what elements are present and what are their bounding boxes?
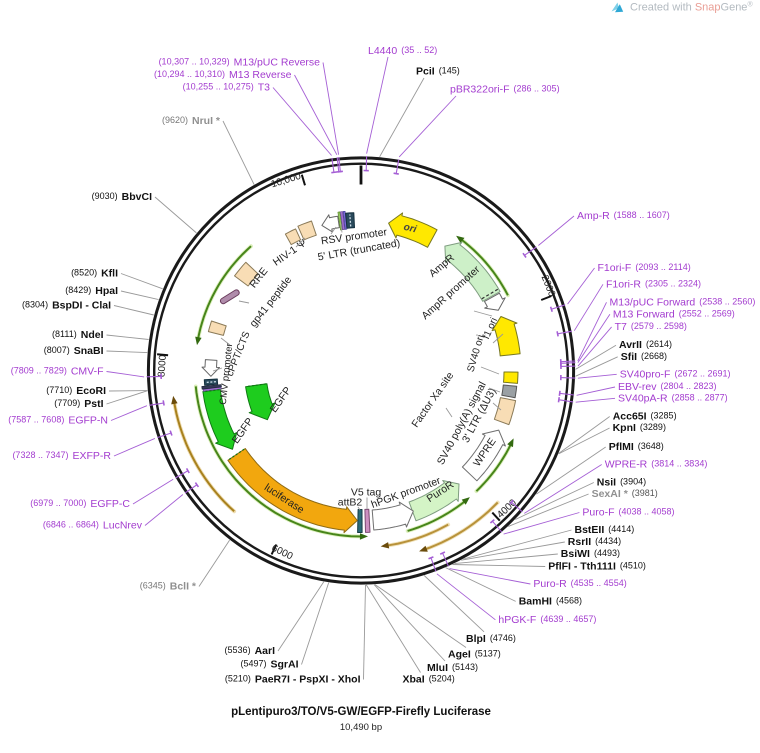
svg-text:AvrII(2614): AvrII(2614) <box>619 339 672 351</box>
svg-text:WPRE-R(3814 .. 3834): WPRE-R(3814 .. 3834) <box>605 458 708 470</box>
svg-text:PciI(145): PciI(145) <box>416 65 460 77</box>
svg-text:(5497)SgrAI: (5497)SgrAI <box>240 658 298 670</box>
svg-text:(10,255 .. 10,275)T3: (10,255 .. 10,275)T3 <box>183 81 270 93</box>
svg-text:SexAI *(3981): SexAI *(3981) <box>592 488 658 500</box>
svg-text:hPGK-F(4639 .. 4657): hPGK-F(4639 .. 4657) <box>498 614 596 626</box>
svg-text:Amp-R(1588 .. 1607): Amp-R(1588 .. 1607) <box>577 210 670 222</box>
svg-text:XbaI(5204): XbaI(5204) <box>403 673 455 685</box>
svg-text:SfiI(2668): SfiI(2668) <box>621 351 667 363</box>
svg-text:(5210)PaeR7I - PspXI - XhoI: (5210)PaeR7I - PspXI - XhoI <box>225 673 361 685</box>
svg-text:L4440(35 .. 52): L4440(35 .. 52) <box>368 45 437 57</box>
svg-text:EBV-rev(2804 .. 2823): EBV-rev(2804 .. 2823) <box>618 381 717 393</box>
svg-text:Puro-R(4535 .. 4554): Puro-R(4535 .. 4554) <box>533 578 626 590</box>
svg-text:KpnI(3289): KpnI(3289) <box>613 422 666 434</box>
svg-text:BlpI(4746): BlpI(4746) <box>466 633 516 645</box>
svg-text:PflFI - Tth111I(4510): PflFI - Tth111I(4510) <box>548 560 646 572</box>
svg-text:SV40pA-R(2858 .. 2877): SV40pA-R(2858 .. 2877) <box>618 392 728 404</box>
svg-text:10,490 bp: 10,490 bp <box>340 722 382 733</box>
svg-text:(7328 .. 7347)EXFP-R: (7328 .. 7347)EXFP-R <box>12 450 111 462</box>
svg-text:8000: 8000 <box>156 354 169 377</box>
svg-text:(7587 .. 7608)EGFP-N: (7587 .. 7608)EGFP-N <box>8 414 108 426</box>
svg-text:(7809 .. 7829)CMV-F: (7809 .. 7829)CMV-F <box>11 365 104 377</box>
svg-text:(7710)EcoRI: (7710)EcoRI <box>46 385 106 397</box>
svg-text:AgeI(5137): AgeI(5137) <box>448 648 501 660</box>
svg-text:(10,294 .. 10,310)M13 Reverse: (10,294 .. 10,310)M13 Reverse <box>154 69 292 81</box>
svg-text:M13/pUC Forward(2538 .. 2560): M13/pUC Forward(2538 .. 2560) <box>610 296 756 308</box>
svg-text:(9620)NruI *: (9620)NruI * <box>162 115 221 127</box>
svg-text:NsiI(3904): NsiI(3904) <box>597 476 646 488</box>
svg-text:F1ori-F(2093 .. 2114): F1ori-F(2093 .. 2114) <box>598 262 691 274</box>
svg-text:MluI(5143): MluI(5143) <box>427 662 478 674</box>
svg-text:Created with SnapGene®: Created with SnapGene® <box>630 0 753 13</box>
svg-text:T7(2579 .. 2598): T7(2579 .. 2598) <box>615 321 687 333</box>
svg-text:(7709)PstI: (7709)PstI <box>54 398 103 410</box>
svg-text:RsrII(4434): RsrII(4434) <box>568 536 621 548</box>
svg-text:(6846 .. 6864)LucNrev: (6846 .. 6864)LucNrev <box>43 519 143 531</box>
svg-text:pBR322ori-F(286 .. 305): pBR322ori-F(286 .. 305) <box>450 83 560 95</box>
svg-text:Puro-F(4038 .. 4058): Puro-F(4038 .. 4058) <box>582 506 674 518</box>
svg-text:(5536)AarI: (5536)AarI <box>225 645 276 657</box>
svg-text:pLentipuro3/TO/V5-GW/EGFP-Fire: pLentipuro3/TO/V5-GW/EGFP-Firefly Lucife… <box>231 706 491 718</box>
svg-text:SV40pro-F(2672 .. 2691): SV40pro-F(2672 .. 2691) <box>620 368 731 380</box>
svg-text:attB2: attB2 <box>338 496 363 508</box>
svg-text:(8007)SnaBI: (8007)SnaBI <box>44 345 104 357</box>
svg-text:(8304)BspDI - ClaI: (8304)BspDI - ClaI <box>22 299 111 311</box>
svg-text:(9030)BbvCI: (9030)BbvCI <box>92 191 152 203</box>
svg-text:(6979 .. 7000)EGFP-C: (6979 .. 7000)EGFP-C <box>30 498 130 510</box>
svg-text:M13 Forward(2552 .. 2569): M13 Forward(2552 .. 2569) <box>613 308 735 320</box>
svg-text:Acc65I(3285): Acc65I(3285) <box>613 410 677 422</box>
svg-text:F1ori-R(2305 .. 2324): F1ori-R(2305 .. 2324) <box>606 278 701 290</box>
svg-text:(10,307 .. 10,329)M13/pUC Reve: (10,307 .. 10,329)M13/pUC Reverse <box>159 56 321 68</box>
svg-text:(8520)KflI: (8520)KflI <box>71 267 118 279</box>
svg-text:BamHI(4568): BamHI(4568) <box>519 595 582 607</box>
